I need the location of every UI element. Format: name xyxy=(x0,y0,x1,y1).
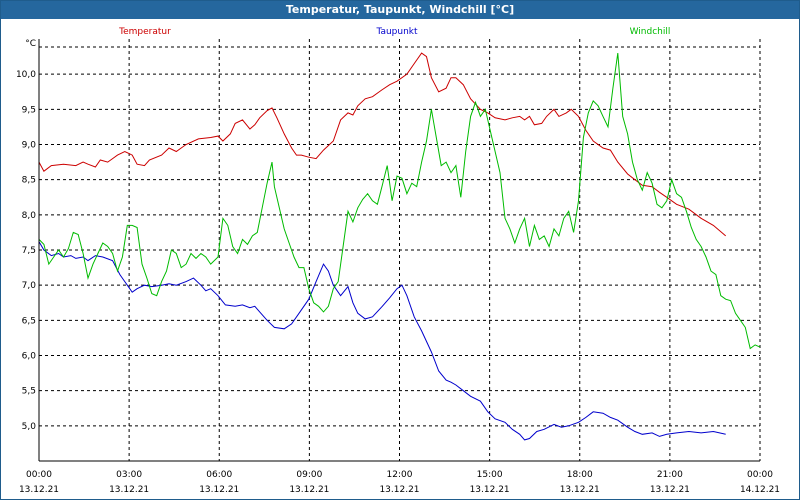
grid-lines xyxy=(38,39,761,461)
y-tick-label: 5,0 xyxy=(22,422,37,432)
series-line-taupunkt xyxy=(38,241,726,441)
y-tick-label: 7,5 xyxy=(22,246,36,256)
x-tick-date: 13.12.21 xyxy=(19,485,59,495)
series-line-temperatur xyxy=(38,52,727,237)
x-tick-date: 13.12.21 xyxy=(109,485,149,495)
legend-entry-windchill: Windchill xyxy=(630,27,671,37)
x-tick-date: 13.12.21 xyxy=(379,485,419,495)
x-tick-time: 00:00 xyxy=(747,470,773,480)
x-tick-time: 21:00 xyxy=(657,470,683,480)
x-tick-date: 13.12.21 xyxy=(560,485,600,495)
y-tick-label: 8,5 xyxy=(22,176,36,186)
x-tick-time: 06:00 xyxy=(206,470,232,480)
x-tick-time: 18:00 xyxy=(567,470,593,480)
legend-entry-taupunkt: Taupunkt xyxy=(375,27,418,37)
y-tick-label: 5,5 xyxy=(22,387,36,397)
legend: Temperatur Taupunkt Windchill xyxy=(118,27,670,37)
y-tick-label: 8,0 xyxy=(22,211,37,221)
x-tick-date: 13.12.21 xyxy=(650,485,690,495)
y-tick-label: 9,5 xyxy=(22,105,36,115)
series-line-windchill xyxy=(38,53,761,350)
x-tick-time: 09:00 xyxy=(296,470,322,480)
plot-area xyxy=(38,52,761,441)
x-tick-time: 12:00 xyxy=(387,470,413,480)
y-axis-unit: °C xyxy=(25,39,36,49)
x-tick-time: 00:00 xyxy=(26,470,52,480)
y-tick-label: 7,0 xyxy=(22,281,37,291)
chart-title: Temperatur, Taupunkt, Windchill [°C] xyxy=(1,1,799,19)
y-tick-label: 6,5 xyxy=(22,316,36,326)
legend-entry-temperatur: Temperatur xyxy=(118,27,171,37)
x-tick-date: 13.12.21 xyxy=(289,485,329,495)
x-tick-date: 13.12.21 xyxy=(470,485,510,495)
y-tick-label: 6,0 xyxy=(22,352,37,362)
y-tick-label: 9,0 xyxy=(22,141,37,151)
x-tick-time: 15:00 xyxy=(477,470,503,480)
x-tick-date: 14.12.21 xyxy=(740,485,780,495)
y-tick-label: 10,0 xyxy=(16,70,36,80)
axes: 5,0 5,5 6,0 6,5 7,0 7,5 8,0 8,5 9,0 9,5 10,0 00:00 1… xyxy=(16,39,780,495)
x-tick-date: 13.12.21 xyxy=(199,485,239,495)
x-tick-time: 03:00 xyxy=(116,470,142,480)
